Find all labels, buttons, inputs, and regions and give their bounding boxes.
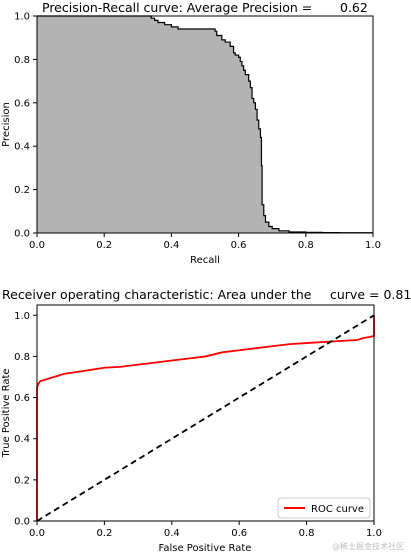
roc-axes-frame <box>36 304 375 522</box>
roc-diagonal-line <box>36 314 375 522</box>
roc-ytick-label: 0.0 <box>14 517 30 528</box>
pr-ytick-label: 0.4 <box>14 142 30 153</box>
roc-ytick-label: 0.4 <box>14 434 30 445</box>
pr-ylabel: Precision <box>1 102 12 147</box>
roc-ytick-label: 0.6 <box>14 393 30 404</box>
pr-xtick-label: 0.6 <box>231 240 247 251</box>
pr-xtick-label: 0.0 <box>29 240 45 251</box>
roc-ytick-label: 0.2 <box>14 475 30 486</box>
roc-xtick-label: 0.2 <box>96 528 112 539</box>
pr-xtick-label: 0.4 <box>163 240 179 251</box>
roc-ytick-label: 0.8 <box>14 352 30 363</box>
roc-chart: Receiver operating characteristic: Area … <box>1 287 411 552</box>
roc-curve-line <box>36 315 375 521</box>
roc-xtick-label: 1.0 <box>366 528 382 539</box>
pr-xtick-label: 1.0 <box>365 240 381 251</box>
roc-legend: ROC curve <box>277 497 371 519</box>
roc-ylabel: True Positive Rate <box>1 368 12 458</box>
roc-title: Receiver operating characteristic: Area … <box>2 287 312 302</box>
watermark: @稀土掘金技术社区 <box>332 541 404 551</box>
roc-xtick-label: 0.8 <box>299 528 315 539</box>
roc-xtick-label: 0.6 <box>231 528 247 539</box>
pr-ytick-label: 0.0 <box>14 229 30 240</box>
pr-xlabel: Recall <box>190 255 220 266</box>
pr-ytick-label: 1.0 <box>14 12 30 23</box>
roc-legend-label: ROC curve <box>311 504 364 515</box>
pr-step-line <box>37 15 373 234</box>
pr-area-fill <box>37 16 373 233</box>
pr-ytick-label: 0.2 <box>14 185 30 196</box>
pr-axes-frame <box>36 15 374 234</box>
roc-xtick-label: 0.4 <box>164 528 180 539</box>
pr-title: Precision-Recall curve: Average Precisio… <box>42 0 312 15</box>
roc-ytick-label: 1.0 <box>14 311 30 322</box>
pr-xtick-label: 0.8 <box>298 240 314 251</box>
roc-legend-box <box>277 497 371 519</box>
roc-title-value: curve = 0.81 <box>330 287 411 302</box>
pr-title-value: 0.62 <box>340 0 368 15</box>
pr-xtick-label: 0.2 <box>96 240 112 251</box>
precision-recall-chart: Precision-Recall curve: Average Precisio… <box>1 0 381 266</box>
pr-ytick-label: 0.6 <box>14 98 30 109</box>
roc-xlabel: False Positive Rate <box>159 543 252 552</box>
roc-xtick-label: 0.0 <box>29 528 45 539</box>
pr-ytick-label: 0.8 <box>14 55 30 66</box>
